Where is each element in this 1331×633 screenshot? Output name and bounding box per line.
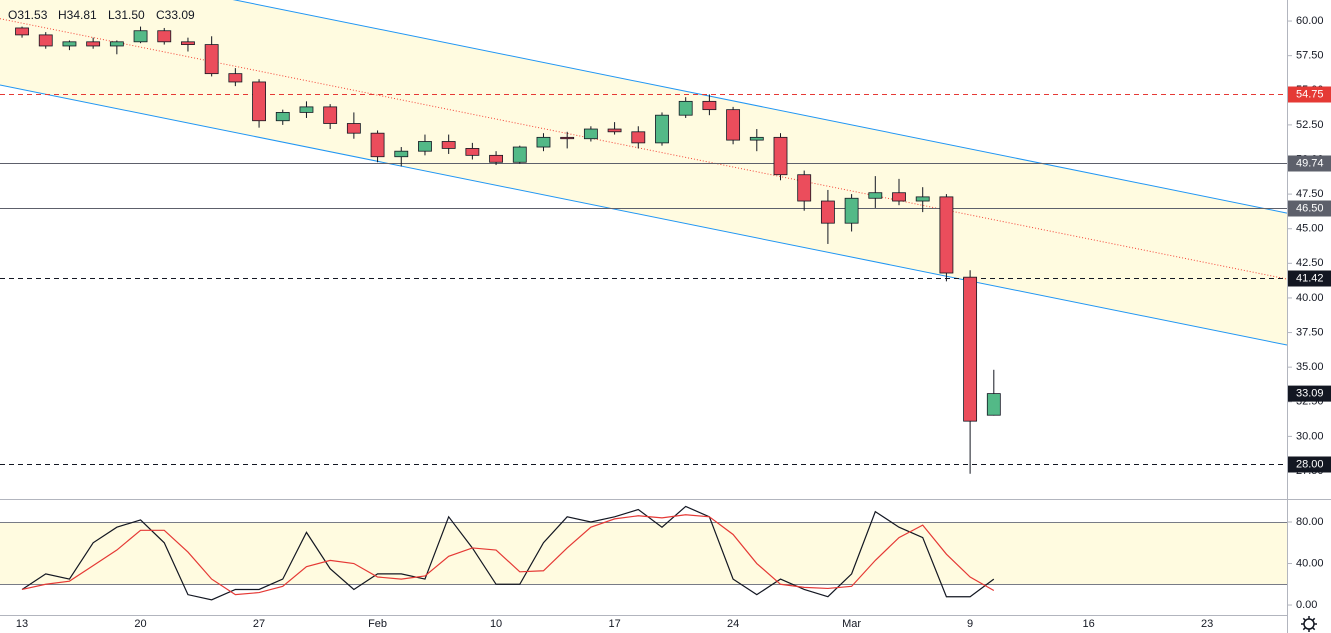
candle-body: [702, 100, 717, 111]
y-tick-label: 45.00: [1296, 223, 1324, 235]
y-tick-label: 0.00: [1296, 599, 1317, 611]
level-label-box: [1288, 155, 1331, 172]
candle-body: [181, 41, 195, 45]
candle-body: [299, 106, 314, 113]
level-label-box: [1288, 456, 1331, 473]
channel-fill: [0, 0, 1287, 346]
ohlc-close: C33.09: [156, 8, 195, 22]
level-label-box: [1288, 86, 1331, 103]
candle-body: [607, 128, 622, 133]
candle-body: [465, 148, 480, 156]
candle-body: [157, 30, 172, 43]
y-tick-label: 40.00: [1296, 557, 1324, 569]
y-tick-label: 57.50: [1296, 50, 1324, 62]
candle-body: [86, 41, 101, 47]
candle-body: [749, 136, 764, 141]
y-tick-label: 80.00: [1296, 516, 1324, 528]
ohlc-low: L31.50: [108, 8, 145, 22]
level-label: 54.75: [1296, 88, 1324, 100]
candle-body: [489, 154, 503, 163]
y-tick-label: 35.00: [1296, 361, 1324, 373]
indicator-line: [21, 514, 995, 596]
channel-lower: [0, 84, 1288, 346]
candle-body: [109, 41, 124, 47]
x-tick-label: Feb: [368, 618, 387, 630]
y-tick-label: 42.50: [1296, 257, 1324, 269]
candle-body: [204, 44, 219, 75]
last-price-box: [1288, 385, 1331, 402]
candle-body: [275, 112, 290, 122]
candle-body: [15, 27, 29, 36]
candle-body: [346, 123, 361, 134]
x-tick-label: 17: [608, 618, 620, 630]
candle-body: [228, 73, 243, 83]
indicator-line: [21, 505, 995, 601]
candle-body: [963, 276, 978, 422]
level-label: 41.42: [1296, 272, 1324, 284]
x-tick-label: Mar: [842, 618, 861, 630]
candle-body: [560, 136, 575, 140]
x-tick-label: 24: [727, 618, 739, 630]
x-tick-label: 20: [134, 618, 146, 630]
candle-body: [583, 128, 598, 140]
y-tick-label: 52.50: [1296, 119, 1324, 131]
candle-body: [986, 393, 1001, 416]
candle-body: [323, 106, 338, 124]
candle-body: [252, 81, 266, 122]
level-label-box: [1288, 270, 1331, 287]
candle-body: [512, 146, 527, 163]
y-tick-label: 30.00: [1296, 430, 1324, 442]
candle-body: [892, 192, 906, 202]
candle-body: [797, 174, 812, 202]
ohlc-open: O31.53: [8, 8, 48, 22]
candle-body: [939, 196, 954, 274]
settings-icon[interactable]: [1301, 616, 1317, 632]
last-price-label: 33.09: [1296, 388, 1324, 400]
level-label-box: [1288, 200, 1331, 217]
candle-body: [418, 141, 432, 152]
x-tick-label: 27: [253, 618, 265, 630]
candle-body: [773, 136, 788, 176]
level-label: 28.00: [1296, 458, 1324, 470]
candle-body: [726, 109, 741, 141]
x-tick-label: 23: [1201, 618, 1213, 630]
x-tick-label: 16: [1082, 618, 1094, 630]
y-tick-label: 60.00: [1296, 15, 1324, 27]
stochastic-pane: [0, 505, 1287, 601]
candle-body: [915, 196, 930, 202]
candle-body: [868, 192, 883, 199]
candle-body: [62, 41, 77, 47]
ohlc-high: H34.81: [58, 8, 97, 22]
price-pane: [0, 0, 1288, 474]
band-fill: [0, 522, 1287, 585]
candle-body: [38, 34, 53, 47]
candle-body: [655, 114, 669, 144]
candle-body: [394, 150, 409, 158]
candle-body: [441, 141, 456, 149]
channel-upper: [232, 0, 1288, 214]
y-tick-label: 40.00: [1296, 292, 1324, 304]
candle-body: [844, 197, 859, 224]
candle-body: [678, 100, 693, 116]
candle-body: [536, 136, 551, 148]
candle-body: [133, 30, 148, 43]
y-tick-label: 47.50: [1296, 188, 1324, 200]
candle-body: [820, 200, 835, 224]
x-tick-label: 10: [490, 618, 502, 630]
level-label: 49.74: [1296, 157, 1324, 169]
x-tick-label: 9: [967, 618, 973, 630]
candle-body: [631, 131, 646, 144]
x-tick-label: 13: [16, 618, 28, 630]
y-tick-label: 37.50: [1296, 326, 1324, 338]
candle-body: [370, 132, 385, 158]
level-label: 46.50: [1296, 202, 1324, 214]
